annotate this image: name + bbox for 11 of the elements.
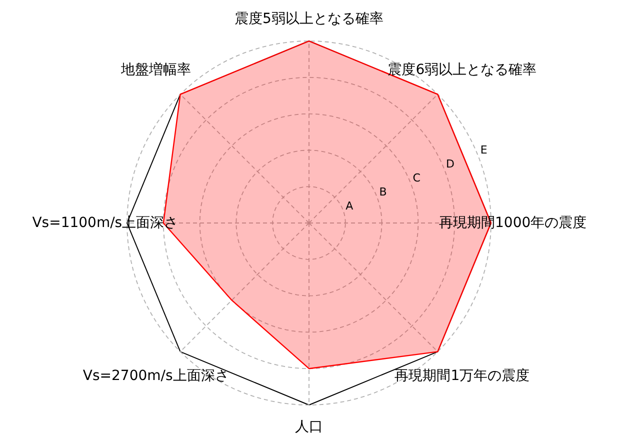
- y-tick-label: A: [346, 199, 354, 212]
- spoke-label: 震度5弱以上となる確率: [234, 11, 384, 28]
- y-tick-label: E: [480, 144, 488, 157]
- spoke-label: 地盤増幅率: [120, 60, 191, 78]
- y-tick-label: B: [379, 185, 387, 198]
- spoke-label: 震度6弱以上となる確率: [388, 62, 537, 78]
- spoke-label: 人口: [295, 418, 323, 435]
- spoke-label: 再現期間1万年の震度: [394, 368, 530, 384]
- spoke-label: Vs=2700m/s上面深さ: [82, 368, 229, 384]
- y-tick-label: D: [446, 157, 454, 170]
- y-tick-label: C: [412, 171, 421, 184]
